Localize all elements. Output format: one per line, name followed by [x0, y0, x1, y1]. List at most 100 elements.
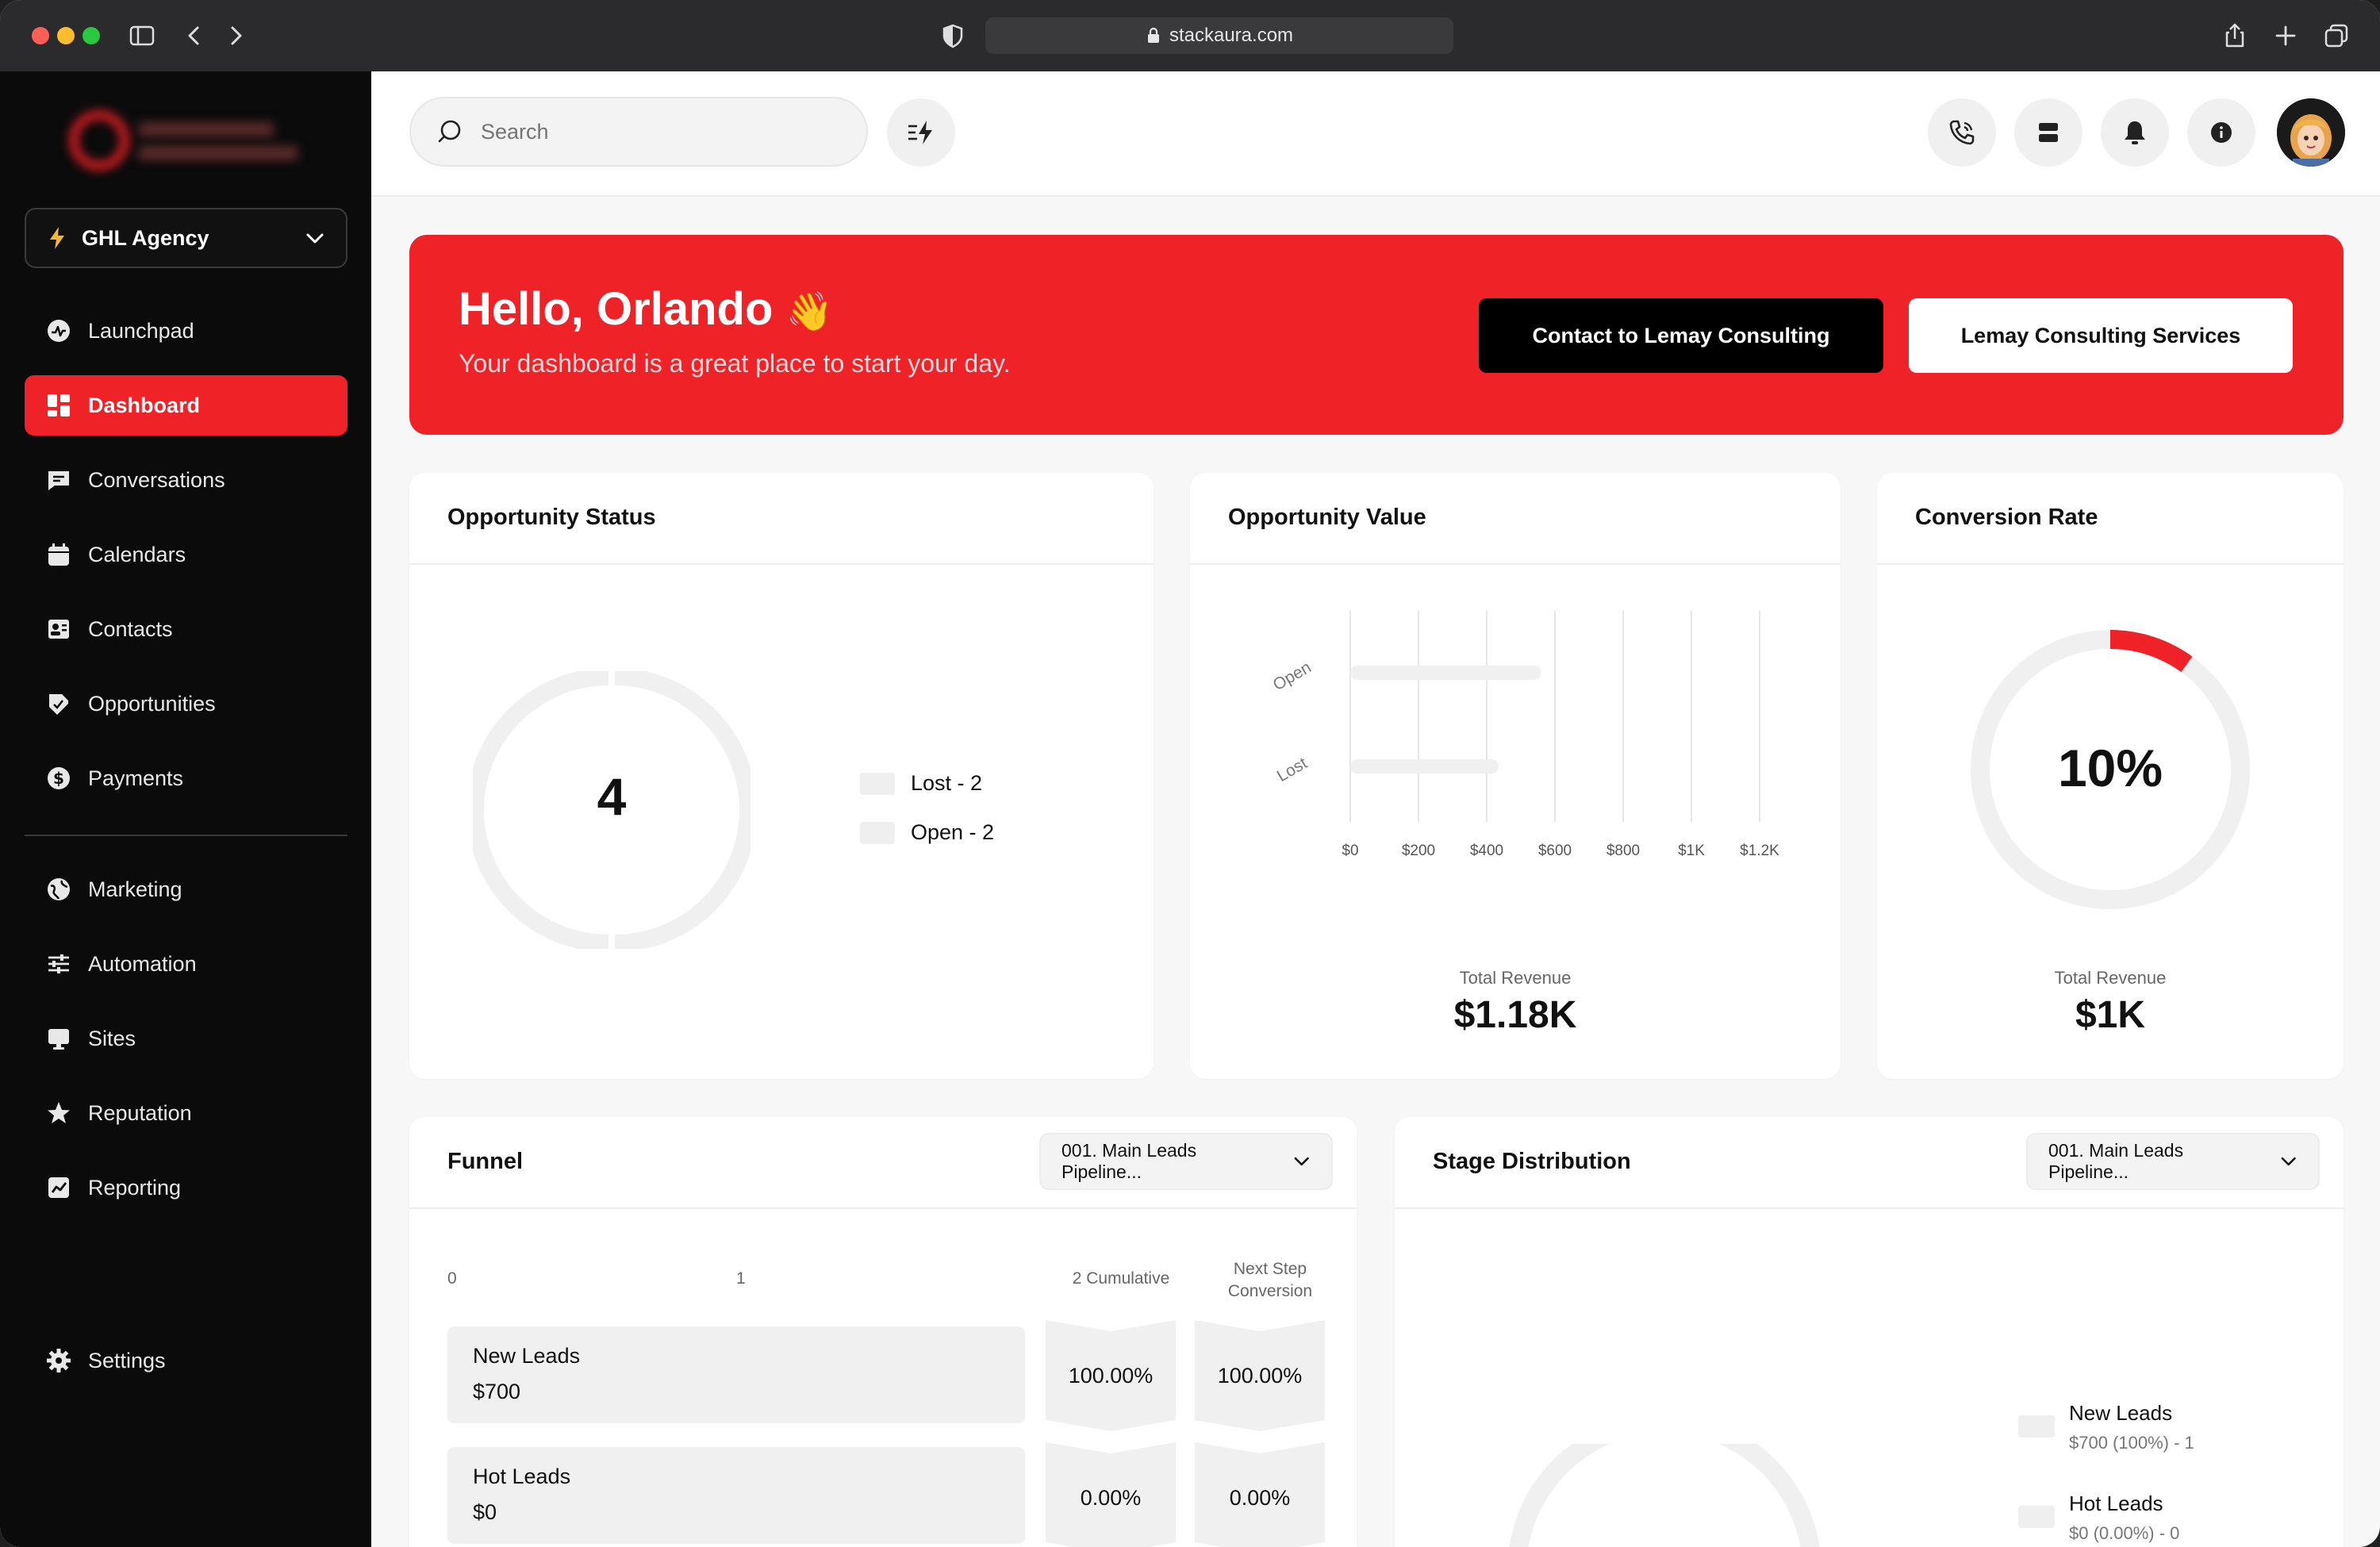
avatar-icon	[2277, 98, 2345, 167]
next-step-value: 100.00%	[1217, 1363, 1303, 1388]
help-button[interactable]	[2187, 98, 2255, 167]
pipeline-select-value: 001. Main Leads Pipeline...	[1061, 1140, 1197, 1182]
legend-lost[interactable]: Lost - 2	[860, 771, 982, 796]
total-revenue-label: Total Revenue	[2054, 968, 2167, 988]
y-category-label: Lost	[1274, 754, 1311, 785]
consulting-services-button[interactable]: Lemay Consulting Services	[1909, 298, 2293, 373]
legend-detail: $700 (100%) - 1	[2069, 1433, 2194, 1453]
sidebar-item-conversations[interactable]: Conversations	[25, 450, 347, 510]
sidebar-item-automation[interactable]: Automation	[25, 934, 347, 994]
sidebar-item-sites[interactable]: Sites	[25, 1008, 347, 1069]
star-icon	[45, 1100, 72, 1127]
sidebar-item-launchpad[interactable]: Launchpad	[25, 301, 347, 361]
phone-button[interactable]	[1928, 98, 1996, 167]
sidebar-item-label: Settings	[88, 1348, 166, 1372]
legend-swatch	[2018, 1506, 2055, 1528]
card-header: Conversion Rate	[1877, 473, 2344, 565]
forward-icon[interactable]	[221, 21, 251, 51]
x-tick-label: $0	[1342, 843, 1358, 859]
pipeline-select[interactable]: 001. Main Leads Pipeline...	[2026, 1133, 2320, 1190]
search-icon	[438, 120, 461, 143]
new-tab-icon[interactable]	[2271, 21, 2301, 51]
tab-overview-icon[interactable]	[2321, 21, 2351, 51]
search-box[interactable]	[409, 97, 868, 167]
contact-consulting-button[interactable]: Contact to Lemay Consulting	[1479, 298, 1883, 373]
brand-logo[interactable]	[63, 105, 301, 176]
chevron-down-icon	[306, 233, 324, 244]
cumulative-value: 0.00%	[1080, 1485, 1142, 1510]
agency-switcher[interactable]: GHL Agency	[25, 208, 347, 268]
greeting-text: Hello, Orlando	[459, 283, 774, 335]
agency-name: GHL Agency	[82, 225, 209, 250]
legend-detail: $0 (0.00%) - 0	[2069, 1523, 2180, 1543]
privacy-shield-icon[interactable]	[938, 21, 968, 51]
sidebar-item-dashboard[interactable]: Dashboard	[25, 375, 347, 436]
card-header: Funnel 001. Main Leads Pipeline...	[409, 1117, 1357, 1209]
opportunity-value-chart: $0 $200 $400 $600 $800 $1K $1.2K Open Lost	[1270, 611, 1779, 859]
card-header: Opportunity Status	[409, 473, 1154, 565]
legend-open[interactable]: Open - 2	[860, 820, 994, 845]
sidebar-item-label: Marketing	[88, 877, 182, 901]
legend-swatch	[2018, 1415, 2055, 1438]
sidebar-item-label: Automation	[88, 951, 197, 976]
reporting-icon	[45, 1174, 72, 1201]
url-text: stackaura.com	[1169, 25, 1294, 46]
sidebar-item-contacts[interactable]: Contacts	[25, 599, 347, 659]
search-input[interactable]	[481, 119, 798, 144]
funnel-row-hot-leads[interactable]: Hot Leads $0	[447, 1447, 1025, 1544]
sidebar-item-marketing[interactable]: Marketing	[25, 859, 347, 919]
opportunity-total: 4	[597, 767, 627, 826]
funnel-axis-0: 0	[447, 1269, 457, 1288]
sidebar-item-calendars[interactable]: Calendars	[25, 524, 347, 585]
user-avatar[interactable]	[2277, 98, 2345, 167]
minimize-window-button[interactable]	[57, 27, 75, 44]
sidebar-item-label: Dashboard	[88, 393, 201, 417]
top-bar	[371, 71, 2380, 197]
funnel-stage-name: New Leads	[473, 1344, 581, 1368]
dashboard-icon	[45, 392, 72, 419]
sidebar-item-label: Launchpad	[88, 318, 194, 343]
total-revenue-value: $1.18K	[1453, 994, 1577, 1036]
x-tick-label: $400	[1470, 843, 1503, 859]
bar-lost[interactable]	[1350, 759, 1499, 774]
card-header: Stage Distribution 001. Main Leads Pipel…	[1395, 1117, 2344, 1209]
opportunities-icon	[45, 690, 72, 717]
funnel-axis-1: 1	[736, 1269, 746, 1288]
lightning-icon	[50, 227, 64, 249]
legend-label: Hot Leads	[2069, 1491, 2163, 1515]
apps-button[interactable]	[2014, 98, 2082, 167]
funnel-row-new-leads[interactable]: New Leads $700	[447, 1326, 1025, 1423]
pipeline-select[interactable]: 001. Main Leads Pipeline...	[1039, 1133, 1333, 1190]
sidebar-item-label: Reporting	[88, 1175, 182, 1200]
pipeline-select-value: 001. Main Leads Pipeline...	[2048, 1140, 2184, 1182]
launchpad-icon	[45, 317, 72, 344]
sidebar-item-reputation[interactable]: Reputation	[25, 1083, 347, 1143]
sidebar-item-payments[interactable]: $ Payments	[25, 748, 347, 808]
sidebar-item-settings[interactable]: Settings	[25, 1330, 347, 1391]
gear-icon	[45, 1347, 72, 1374]
close-window-button[interactable]	[32, 27, 49, 44]
stage-distribution-card: Stage Distribution 001. Main Leads Pipel…	[1395, 1117, 2344, 1547]
conversion-rate-card: Conversion Rate 10% Total Revenue $1K	[1877, 473, 2344, 1079]
y-category-label: Open	[1270, 658, 1315, 695]
sidebar-item-label: Calendars	[88, 542, 186, 566]
svg-text:$: $	[53, 769, 64, 788]
sidebar-item-reporting[interactable]: Reporting	[25, 1157, 347, 1218]
share-icon[interactable]	[2220, 21, 2250, 51]
bar-open[interactable]	[1350, 666, 1541, 680]
zoom-window-button[interactable]	[83, 27, 100, 44]
quick-action-icon	[908, 121, 932, 144]
address-bar[interactable]: stackaura.com	[985, 17, 1453, 54]
lock-icon	[1147, 27, 1159, 43]
quick-actions-button[interactable]	[887, 98, 955, 167]
cumulative-cell: 0.00%	[1046, 1442, 1176, 1547]
sidebar-toggle-icon[interactable]	[127, 21, 157, 51]
sidebar-item-label: Opportunities	[88, 691, 216, 716]
sidebar-item-opportunities[interactable]: Opportunities	[25, 674, 347, 734]
notifications-button[interactable]	[2101, 98, 2169, 167]
back-icon[interactable]	[179, 21, 209, 51]
payments-icon: $	[45, 765, 72, 792]
legend-swatch	[860, 821, 895, 844]
sidebar-item-label: Sites	[88, 1026, 136, 1050]
